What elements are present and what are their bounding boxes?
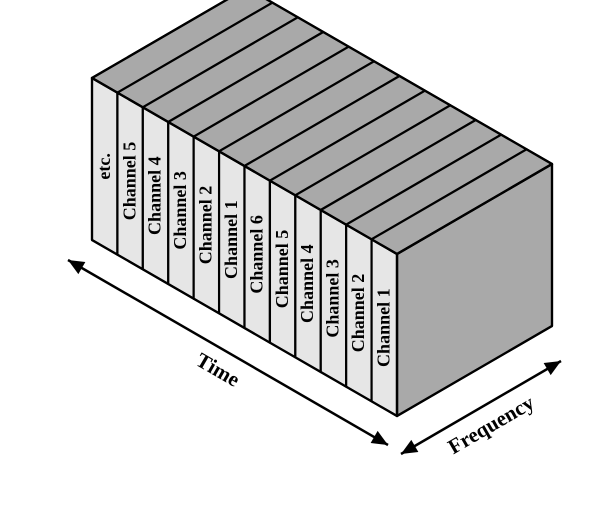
slice-label: Channel 5 <box>272 230 292 309</box>
slice-label: Channel 2 <box>348 274 368 353</box>
slice-label: Channel 6 <box>246 215 266 294</box>
slice-label: Channel 1 <box>373 288 393 367</box>
slice-label: Channel 1 <box>221 200 241 279</box>
slice-label: etc. <box>94 153 114 179</box>
slice-label: Channel 3 <box>323 259 343 338</box>
slice-label: Channel 3 <box>170 171 190 250</box>
slice-label: Channel 4 <box>145 156 165 235</box>
slice-label: Channel 5 <box>119 142 139 221</box>
slice-label: Channel 4 <box>297 244 317 323</box>
slice-label: Channel 2 <box>196 186 216 265</box>
time-axis-label: Time <box>192 348 244 392</box>
